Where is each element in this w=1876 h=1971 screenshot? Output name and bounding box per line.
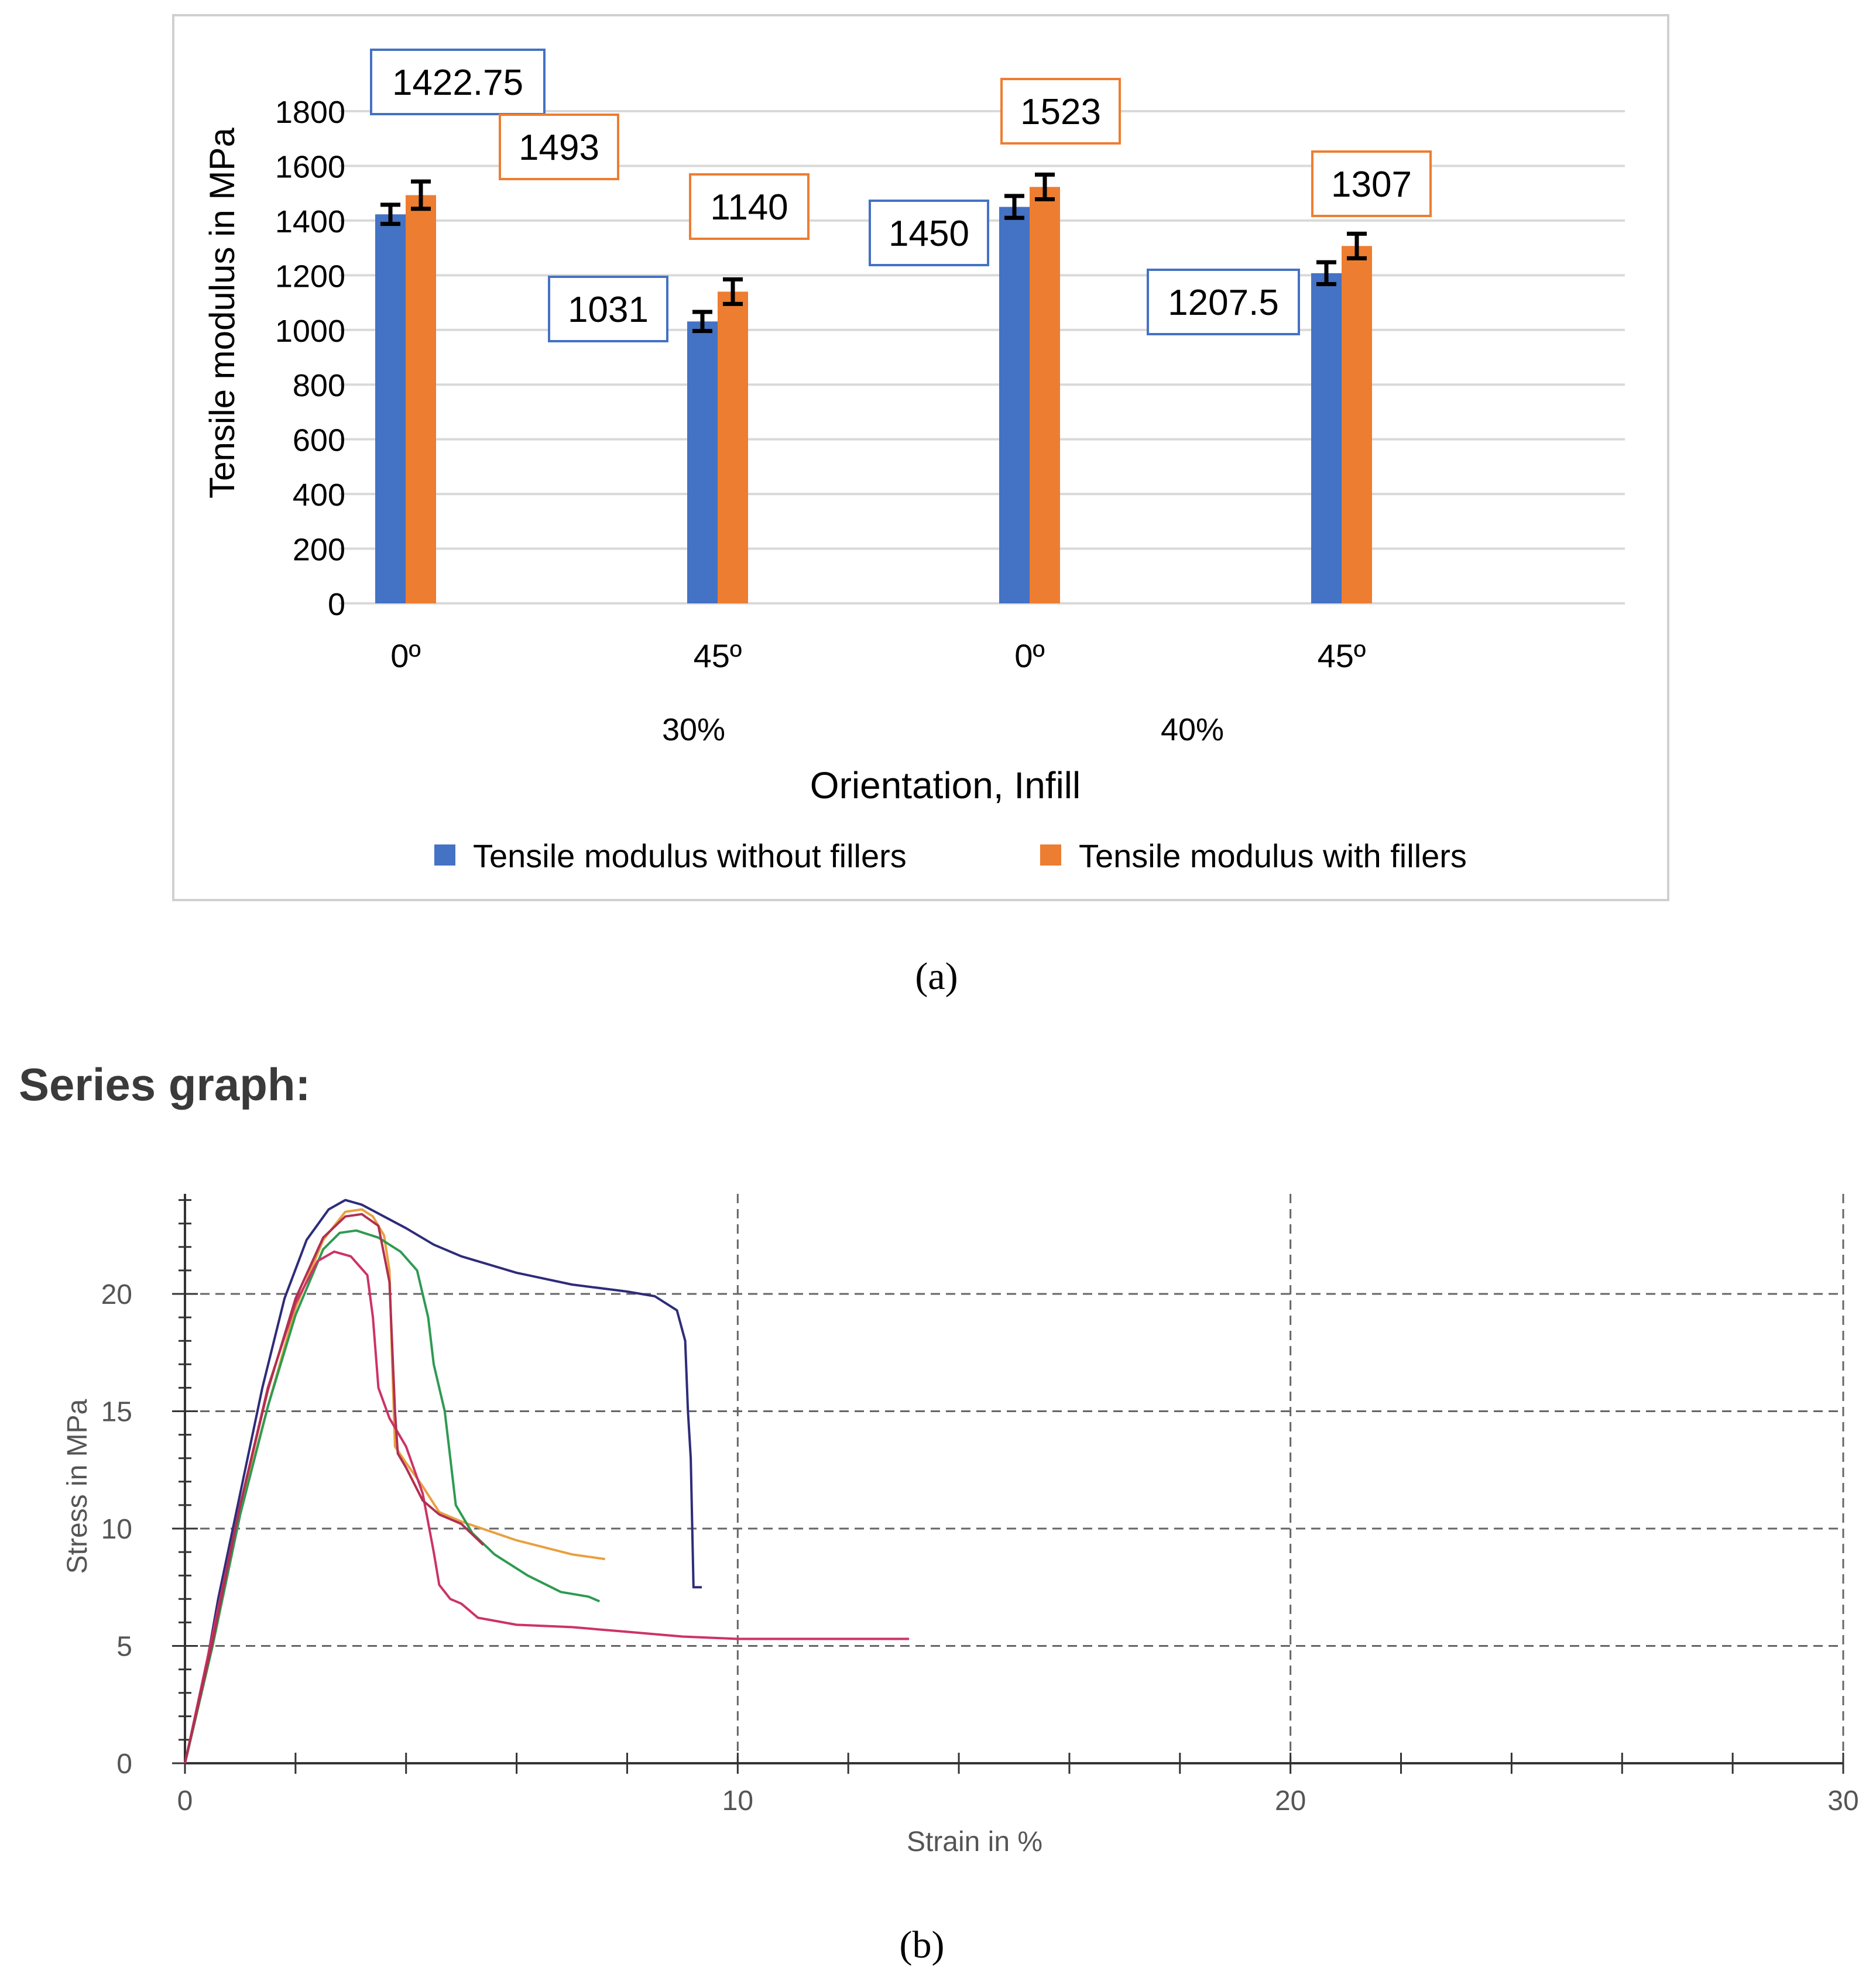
y-tick-label: 400 xyxy=(293,478,345,513)
data-label: 1031 xyxy=(568,290,649,330)
bar-chart-y-tick-labels: 0 200 400 600 800 1000 1200 1400 1600 1800 xyxy=(275,95,345,622)
series-graph-heading: Series graph: xyxy=(19,1059,311,1110)
data-label-box xyxy=(370,49,546,115)
data-label-box xyxy=(1147,269,1300,335)
data-label: 1422.75 xyxy=(392,63,523,103)
bar-chart-value-labels: 1422.75 1031 1450 1207.5 1493 1140 1523 1307 xyxy=(370,49,1432,342)
x-tick-label: 45º xyxy=(694,637,742,674)
y-tick-label: 600 xyxy=(293,423,345,458)
line-chart-axes xyxy=(172,1194,1844,1774)
series-line xyxy=(184,1199,702,1764)
data-label: 1493 xyxy=(519,128,599,168)
bar xyxy=(406,195,436,603)
line-chart-gridlines xyxy=(185,1194,1844,1763)
line-chart-series xyxy=(184,1199,910,1764)
bar xyxy=(999,207,1030,603)
x-tick-label: 20 xyxy=(1275,1785,1306,1817)
data-label-box xyxy=(548,276,668,342)
bar xyxy=(1030,187,1060,604)
data-label: 1450 xyxy=(889,214,969,254)
panel-label-b: (b) xyxy=(900,1924,945,1966)
y-tick-label: 20 xyxy=(101,1279,132,1310)
line-chart-x-axis-label: Strain in % xyxy=(907,1826,1042,1857)
y-tick-label: 1800 xyxy=(275,95,345,130)
legend-label: Tensile modulus with fillers xyxy=(1079,837,1467,874)
bar xyxy=(687,321,718,603)
bar xyxy=(718,291,748,603)
y-tick-label: 1200 xyxy=(275,259,345,294)
panel-label-a: (a) xyxy=(915,955,958,998)
line-chart-y-tick-labels: 0 5 10 15 20 xyxy=(101,1279,132,1780)
x-tick-label: 10 xyxy=(722,1785,753,1817)
y-tick-label: 200 xyxy=(293,533,345,568)
bar-chart-error-bars xyxy=(380,172,1367,334)
data-label-box xyxy=(1311,150,1432,217)
line-chart-y-axis-label: Stress in MPa xyxy=(62,1399,93,1574)
x-tick-label: 30 xyxy=(1827,1785,1858,1817)
y-tick-label: 1000 xyxy=(275,314,345,349)
line-chart-x-tick-labels: 0 10 20 30 xyxy=(177,1785,1859,1817)
y-tick-label: 10 xyxy=(101,1514,132,1545)
data-label: 1523 xyxy=(1020,92,1101,132)
y-tick-label: 1400 xyxy=(275,204,345,239)
bar xyxy=(1342,246,1372,603)
y-tick-label: 0 xyxy=(328,587,345,622)
y-tick-label: 15 xyxy=(101,1397,132,1428)
legend-label: Tensile modulus without fillers xyxy=(473,837,907,874)
bar-chart-x-tick-labels: 0º 45º 0º 45º xyxy=(390,637,1366,674)
data-label-box xyxy=(499,114,619,180)
bar-chart-y-axis-label: Tensile modulus in MPa xyxy=(203,128,242,499)
bar xyxy=(1311,273,1342,603)
bar-chart-group-labels: 30% 40% xyxy=(662,712,1224,747)
series-line xyxy=(184,1250,910,1764)
group-label: 30% xyxy=(662,712,725,747)
y-tick-label: 800 xyxy=(293,368,345,403)
group-label: 40% xyxy=(1161,712,1224,747)
series-line xyxy=(184,1229,601,1764)
x-tick-label: 45º xyxy=(1318,637,1366,674)
y-tick-label: 5 xyxy=(116,1632,132,1663)
data-label-box xyxy=(869,200,989,266)
x-tick-label: 0º xyxy=(390,637,421,674)
x-tick-label: 0º xyxy=(1014,637,1045,674)
bar-chart-legend: Tensile modulus without fillers Tensile m… xyxy=(434,837,1467,874)
x-tick-label: 0 xyxy=(177,1785,193,1817)
data-label-box xyxy=(689,173,810,240)
series-line xyxy=(184,1213,485,1764)
data-label: 1140 xyxy=(710,187,788,228)
data-label-box xyxy=(1000,78,1121,145)
legend-swatch xyxy=(1040,844,1061,866)
y-tick-label: 1600 xyxy=(275,149,345,184)
bar-chart-x-axis-label: Orientation, Infill xyxy=(810,764,1081,806)
y-tick-label: 0 xyxy=(116,1749,132,1780)
data-label: 1207.5 xyxy=(1168,283,1279,323)
bar xyxy=(375,214,406,603)
bar-chart-bars xyxy=(375,187,1372,604)
data-label: 1307 xyxy=(1331,164,1412,205)
legend-swatch xyxy=(434,844,455,866)
